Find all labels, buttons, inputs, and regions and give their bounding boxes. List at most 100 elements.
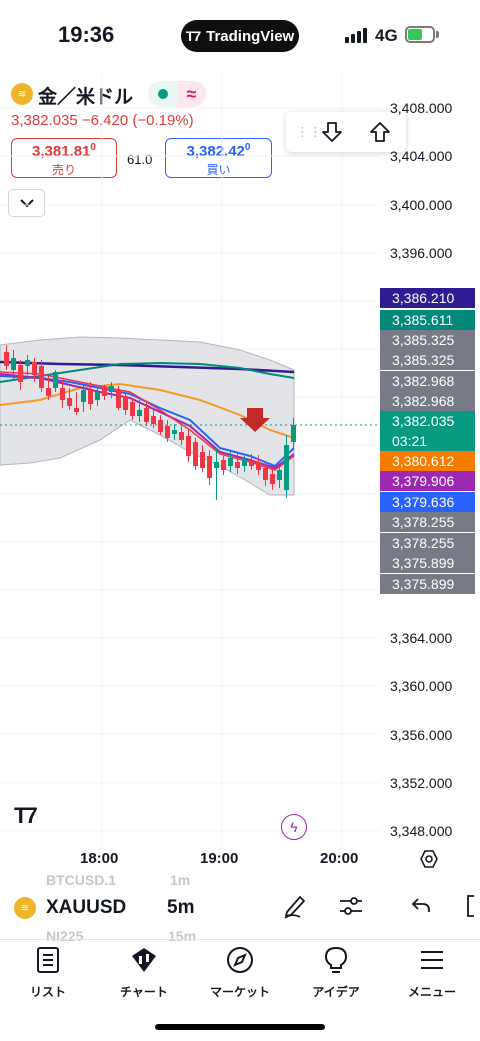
- drawing-pen-icon[interactable]: [282, 893, 308, 919]
- menu-icon: [421, 951, 443, 969]
- nav-item-list[interactable]: リスト: [0, 946, 96, 1000]
- candle-body: [193, 442, 198, 466]
- lightbulb-icon: [324, 946, 348, 973]
- lightning-icon[interactable]: ϟ: [281, 814, 307, 840]
- candle-body: [25, 360, 30, 366]
- price-tick: 3,348.000: [390, 823, 453, 839]
- candle-body: [39, 366, 44, 388]
- network-type: 4G: [375, 26, 398, 45]
- nav-item-market[interactable]: マーケット: [192, 946, 288, 1000]
- fullscreen-icon[interactable]: [462, 893, 480, 919]
- candle-body: [4, 352, 9, 366]
- candle-body: [214, 462, 219, 468]
- price-label: 3,375.899: [380, 574, 475, 594]
- price-tick: 3,400.000: [390, 197, 453, 213]
- battery-tip: [436, 31, 439, 38]
- price-label: 3,379.636: [380, 492, 475, 512]
- hexagon-settings-icon: [420, 850, 438, 868]
- candle-body: [172, 430, 177, 434]
- price-label: 3,375.899: [380, 553, 475, 573]
- faded-symbol-below: NI225: [46, 928, 84, 944]
- chart-settings-button[interactable]: [419, 849, 439, 874]
- toolbar-symbol[interactable]: XAUUSD: [46, 897, 127, 918]
- compass-icon: [227, 947, 253, 973]
- candle-body: [18, 365, 23, 382]
- price-label: 3,378.255: [380, 533, 475, 553]
- candle-body: [137, 410, 142, 416]
- arrow-tool-panel[interactable]: ⋮⋮: [286, 112, 406, 152]
- sell-signal-arrow-icon: [240, 408, 270, 432]
- candle-body: [144, 408, 149, 422]
- candle-body: [88, 390, 93, 404]
- indicator-sliders-icon[interactable]: [338, 893, 364, 919]
- buy-price-sup: 0: [244, 142, 251, 153]
- candle-body: [228, 458, 233, 466]
- undo-icon[interactable]: [409, 893, 433, 917]
- tradingview-logo-icon: T7: [185, 28, 201, 44]
- faded-interval-below: 15m: [168, 928, 197, 944]
- candle-body: [151, 416, 156, 424]
- drag-handle-icon[interactable]: ⋮⋮: [296, 124, 322, 139]
- price-tick: 3,364.000: [390, 630, 453, 646]
- chart-grid: [0, 70, 380, 850]
- market-status-pill[interactable]: ≈: [148, 81, 206, 107]
- candle-body: [81, 390, 86, 402]
- candle-body: [256, 462, 261, 470]
- candle-body: [102, 388, 107, 396]
- candle-body: [46, 388, 51, 396]
- price-label: 3,380.612: [380, 451, 475, 471]
- candlestick-series: [4, 345, 296, 500]
- nav-label-list: リスト: [29, 985, 66, 999]
- arrow-up-icon[interactable]: [368, 120, 392, 144]
- candle-body: [53, 372, 58, 388]
- candle-body: [200, 452, 205, 468]
- price-label: 3,382.968: [380, 371, 475, 391]
- candle-body: [235, 462, 240, 468]
- chart-canvas[interactable]: [0, 70, 380, 850]
- price-tick: 3,408.000: [390, 100, 453, 116]
- list-icon: [37, 947, 59, 973]
- nav-item-menu[interactable]: メニュー: [384, 946, 480, 1000]
- time-tick-1800: 18:00: [80, 850, 119, 867]
- nav-item-ideas[interactable]: アイデア: [288, 946, 384, 1000]
- candle-body: [179, 432, 184, 440]
- candle-body: [270, 474, 275, 484]
- price-label: 3,385.325: [380, 350, 475, 370]
- nav-label-market: マーケット: [209, 985, 270, 999]
- candle-body: [242, 460, 247, 466]
- candle-body: [249, 460, 254, 466]
- nav-item-chart[interactable]: チャート: [96, 946, 192, 1000]
- approx-icon: ≈: [177, 81, 206, 107]
- symbol-name[interactable]: 金／米ドル: [38, 87, 134, 108]
- candle-body: [123, 396, 128, 410]
- collapse-button[interactable]: [8, 189, 45, 217]
- nav-label-ideas: アイデア: [312, 985, 360, 999]
- price-label: 3,382.968: [380, 391, 475, 411]
- candle-body: [291, 425, 296, 442]
- candle-body: [207, 456, 212, 478]
- faded-symbol-above: BTCUSD.1: [46, 872, 117, 888]
- tradingview-pill-label: TradingView: [206, 27, 295, 45]
- candle-body: [158, 420, 163, 432]
- candle-body: [109, 386, 114, 392]
- candle-body: [74, 408, 79, 412]
- candle-body: [284, 445, 289, 490]
- toolbar-divider: [0, 939, 480, 940]
- nav-label-menu: メニュー: [407, 985, 456, 999]
- toolbar-interval[interactable]: 5m: [167, 897, 195, 918]
- price-tick: 3,396.000: [390, 245, 453, 261]
- current-price-label: 3,382.035 03:21: [380, 411, 475, 451]
- candle-body: [60, 388, 65, 400]
- faded-interval-above: 1m: [170, 872, 191, 888]
- candle-body: [221, 460, 226, 470]
- tradingview-pill[interactable]: T7 TradingView: [181, 20, 299, 52]
- candle-body: [186, 436, 191, 456]
- candle-body: [95, 392, 100, 400]
- arrow-down-icon[interactable]: [320, 120, 344, 144]
- price-label: 3,378.255: [380, 512, 475, 532]
- candle-body: [67, 398, 72, 406]
- price-label: 3,386.210: [380, 288, 475, 308]
- signal-icon: [345, 28, 367, 43]
- battery-icon: [405, 26, 435, 43]
- home-indicator: [155, 1024, 325, 1030]
